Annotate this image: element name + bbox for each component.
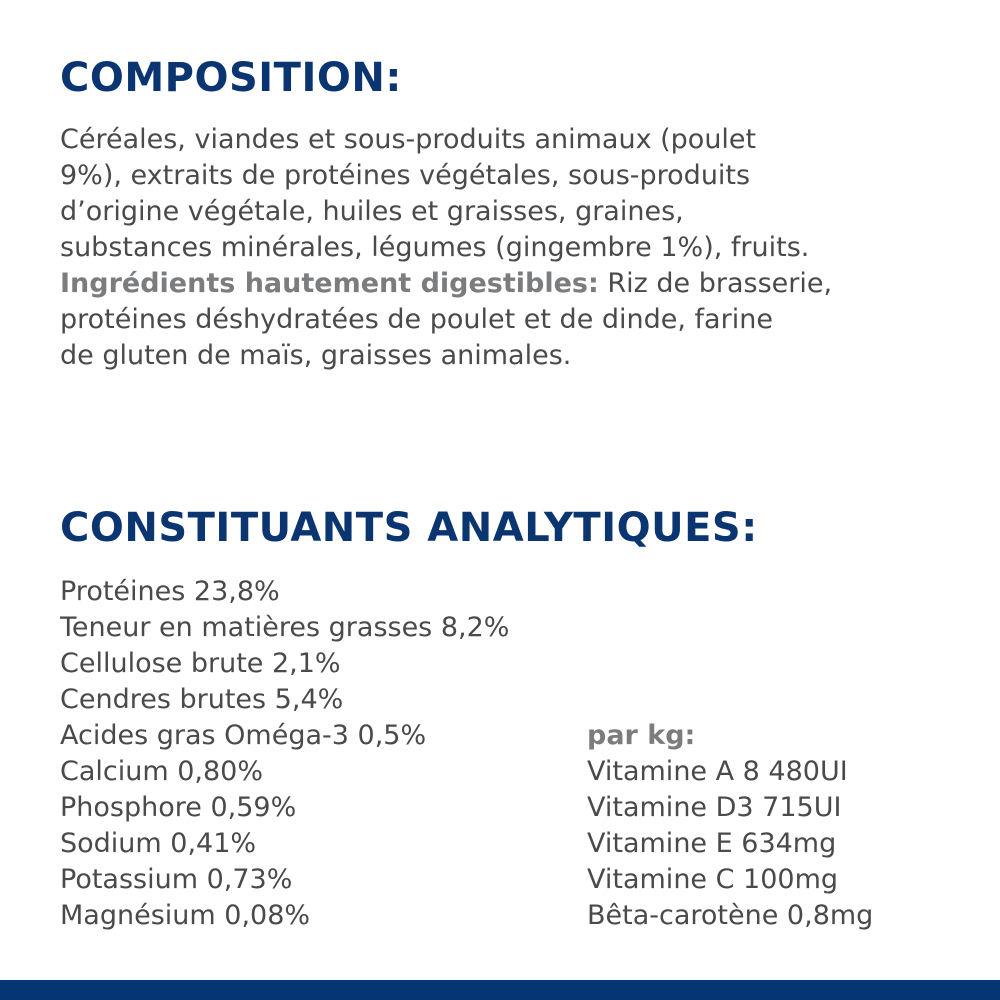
- list-item: Acides gras Oméga-3 0,5%: [60, 720, 427, 751]
- text-line: d’origine végétale, huiles et graisses, …: [60, 196, 684, 227]
- text-line: 9%), extraits de protéines végétales, so…: [60, 160, 751, 191]
- list-item: Vitamine C 100mg: [587, 864, 839, 895]
- list-item: Calcium 0,80%: [60, 756, 264, 787]
- list-item: Phosphore 0,59%: [60, 792, 297, 823]
- analytical-heading: CONSTITUANTS ANALYTIQUES:: [60, 505, 758, 551]
- highlight-text: Riz de brasserie,: [598, 268, 833, 299]
- per-kg-list: par kg: Vitamine A 8 480UI Vitamine D3 7…: [587, 718, 873, 934]
- composition-heading: COMPOSITION:: [60, 55, 402, 101]
- list-item: Sodium 0,41%: [60, 828, 257, 859]
- text-line: Céréales, viandes et sous-produits anima…: [60, 124, 757, 155]
- footer-bar: [0, 980, 1000, 1000]
- list-item: Potassium 0,73%: [60, 864, 293, 895]
- list-item: Bêta-carotène 0,8mg: [587, 900, 874, 931]
- list-item: Vitamine D3 715UI: [587, 792, 842, 823]
- text-line: protéines déshydratées de poulet et de d…: [60, 304, 773, 335]
- per-kg-label: par kg:: [587, 720, 696, 751]
- list-item: Magnésium 0,08%: [60, 900, 311, 931]
- text-line: Ingrédients hautement digestibles: Riz d…: [60, 266, 832, 302]
- list-item: Protéines 23,8%: [60, 576, 280, 607]
- list-item: Vitamine A 8 480UI: [587, 756, 848, 787]
- list-item: Vitamine E 634mg: [587, 828, 837, 859]
- analytical-list: Protéines 23,8% Teneur en matières grass…: [60, 574, 509, 934]
- composition-text: Céréales, viandes et sous-produits anima…: [60, 122, 832, 374]
- list-item: Teneur en matières grasses 8,2%: [60, 612, 510, 643]
- text-line: de gluten de maïs, graisses animales.: [60, 340, 572, 371]
- list-item: Cendres brutes 5,4%: [60, 684, 344, 715]
- highlight-label: Ingrédients hautement digestibles:: [60, 268, 599, 299]
- list-item: Cellulose brute 2,1%: [60, 648, 341, 679]
- text-line: substances minérales, légumes (gingembre…: [60, 232, 810, 263]
